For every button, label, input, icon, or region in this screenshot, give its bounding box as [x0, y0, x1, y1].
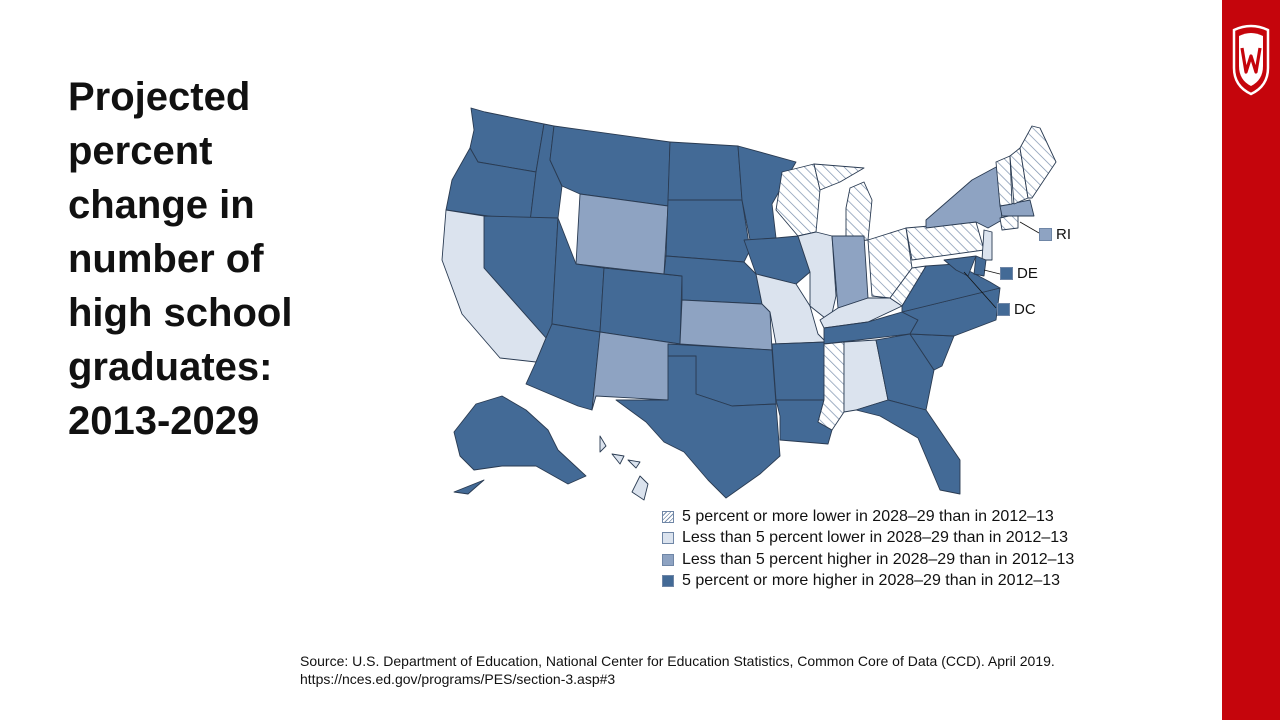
legend-label-high-lt5: Less than 5 percent higher in 2028–29 th…	[682, 550, 1075, 568]
state-co	[599, 267, 683, 345]
callout-leader-line	[983, 269, 1001, 275]
us-map	[440, 100, 1140, 510]
slide-title: Projected percent change in number of hi…	[68, 75, 293, 443]
legend-swatch-low5	[662, 510, 674, 523]
callout-de-swatch	[1000, 267, 1013, 280]
state-ny	[925, 165, 1003, 229]
state-sd	[665, 199, 751, 263]
callout-dc-label: DC	[1014, 301, 1036, 318]
state-nj	[981, 229, 993, 261]
source-line-1: Source: U.S. Department of Education, Na…	[300, 653, 1055, 669]
callout-de-label: DE	[1017, 265, 1038, 282]
callout-ri-swatch	[1039, 228, 1052, 241]
state-mi	[813, 163, 873, 243]
callout-ri: RI	[1039, 226, 1071, 243]
state-ks	[679, 299, 773, 351]
state-tx	[615, 355, 781, 499]
state-nd	[667, 141, 743, 201]
state-ma	[999, 199, 1035, 217]
legend-swatch-low-lt5	[662, 532, 674, 545]
state-ak	[453, 395, 587, 495]
state-wy	[575, 193, 669, 275]
state-il	[797, 231, 837, 323]
uw-crest-icon	[1232, 24, 1270, 96]
state-wi	[775, 163, 821, 237]
legend-label-low5: 5 percent or more lower in 2028–29 than …	[682, 507, 1054, 525]
source-url: https://nces.ed.gov/programs/PES/section…	[300, 671, 616, 687]
legend-label-high5: 5 percent or more higher in 2028–29 than…	[682, 572, 1061, 590]
brand-sidebar	[1222, 0, 1280, 720]
state-me	[1019, 125, 1057, 199]
legend-swatch-high-lt5	[662, 553, 674, 566]
callout-dc-swatch	[997, 303, 1010, 316]
map-legend: 5 percent or more lower in 2028–29 than …	[662, 506, 1074, 592]
state-vt	[995, 155, 1013, 207]
source-citation: Source: U.S. Department of Education, Na…	[300, 652, 1200, 688]
state-fl	[855, 399, 961, 495]
state-in	[831, 235, 869, 309]
state-mt	[549, 125, 671, 207]
state-de	[973, 255, 987, 277]
callout-de: DE	[1000, 265, 1038, 282]
state-ga	[875, 333, 935, 411]
callout-dc: DC	[997, 301, 1036, 318]
legend-item-high-lt5: Less than 5 percent higher in 2028–29 th…	[662, 549, 1074, 571]
legend-swatch-high5	[662, 575, 674, 588]
state-ar	[771, 341, 827, 401]
legend-label-low-lt5: Less than 5 percent lower in 2028–29 tha…	[682, 529, 1069, 547]
callout-leader-line	[963, 271, 997, 309]
state-pa	[905, 221, 985, 261]
callout-leader-line	[1019, 221, 1040, 234]
state-hi	[599, 435, 649, 501]
legend-item-low-lt5: Less than 5 percent lower in 2028–29 tha…	[662, 528, 1074, 550]
state-nm	[591, 331, 681, 411]
legend-item-low5: 5 percent or more lower in 2028–29 than …	[662, 506, 1074, 528]
callout-ri-label: RI	[1056, 226, 1071, 243]
state-wv	[889, 265, 927, 307]
legend-item-high5: 5 percent or more higher in 2028–29 than…	[662, 571, 1074, 593]
